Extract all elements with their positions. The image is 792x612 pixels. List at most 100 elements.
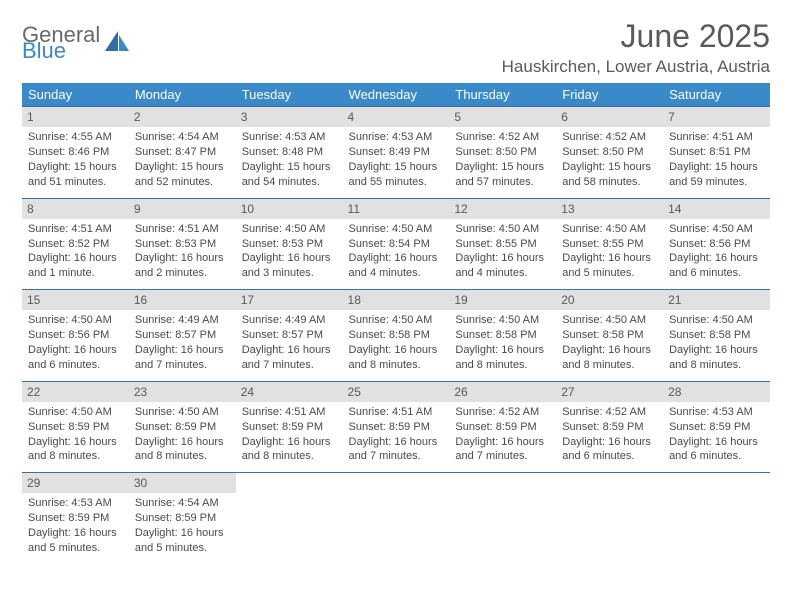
day-number: 21 xyxy=(663,290,770,310)
daylight-text: Daylight: 16 hours xyxy=(28,526,123,541)
daylight-text-2: and 8 minutes. xyxy=(562,358,657,373)
sunset-text: Sunset: 8:57 PM xyxy=(135,328,230,343)
week-row: 8Sunrise: 4:51 AMSunset: 8:52 PMDaylight… xyxy=(22,198,770,290)
sunrise-text: Sunrise: 4:51 AM xyxy=(349,405,444,420)
day-cell: 12Sunrise: 4:50 AMSunset: 8:55 PMDayligh… xyxy=(449,198,556,290)
sunrise-text: Sunrise: 4:50 AM xyxy=(455,313,550,328)
sunrise-text: Sunrise: 4:50 AM xyxy=(562,222,657,237)
sunset-text: Sunset: 8:56 PM xyxy=(669,237,764,252)
daylight-text: Daylight: 16 hours xyxy=(562,343,657,358)
week-row: 1Sunrise: 4:55 AMSunset: 8:46 PMDaylight… xyxy=(22,107,770,199)
day-number: 27 xyxy=(556,382,663,402)
sunrise-text: Sunrise: 4:50 AM xyxy=(669,222,764,237)
day-cell: 29Sunrise: 4:53 AMSunset: 8:59 PMDayligh… xyxy=(22,473,129,564)
daylight-text: Daylight: 15 hours xyxy=(242,160,337,175)
sunset-text: Sunset: 8:59 PM xyxy=(455,420,550,435)
sunset-text: Sunset: 8:50 PM xyxy=(562,145,657,160)
daylight-text-2: and 7 minutes. xyxy=(242,358,337,373)
daylight-text-2: and 57 minutes. xyxy=(455,175,550,190)
daylight-text: Daylight: 16 hours xyxy=(349,435,444,450)
sunrise-text: Sunrise: 4:52 AM xyxy=(455,130,550,145)
day-number: 25 xyxy=(343,382,450,402)
daylight-text-2: and 5 minutes. xyxy=(562,266,657,281)
daylight-text: Daylight: 16 hours xyxy=(455,343,550,358)
day-number: 20 xyxy=(556,290,663,310)
day-cell: 18Sunrise: 4:50 AMSunset: 8:58 PMDayligh… xyxy=(343,290,450,382)
day-number: 19 xyxy=(449,290,556,310)
logo: General Blue xyxy=(22,24,131,62)
day-header-sunday: Sunday xyxy=(22,83,129,107)
day-number: 26 xyxy=(449,382,556,402)
day-cell: 14 Sunrise: 4:50 AMSunset: 8:56 PMDayligh… xyxy=(663,198,770,290)
sunset-text: Sunset: 8:57 PM xyxy=(242,328,337,343)
daylight-text: Daylight: 16 hours xyxy=(669,251,764,266)
daylight-text: Daylight: 15 hours xyxy=(28,160,123,175)
sunrise-text: Sunrise: 4:49 AM xyxy=(135,313,230,328)
daylight-text: Daylight: 15 hours xyxy=(455,160,550,175)
sunset-text: Sunset: 8:59 PM xyxy=(349,420,444,435)
daylight-text: Daylight: 16 hours xyxy=(562,251,657,266)
sunset-text: Sunset: 8:59 PM xyxy=(28,420,123,435)
header: General Blue June 2025 Hauskirchen, Lowe… xyxy=(22,18,770,77)
sunset-text: Sunset: 8:56 PM xyxy=(28,328,123,343)
day-number: 5 xyxy=(449,107,556,127)
sunrise-text: Sunrise: 4:52 AM xyxy=(562,405,657,420)
daylight-text-2: and 58 minutes. xyxy=(562,175,657,190)
day-cell: 25 Sunrise: 4:51 AMSunset: 8:59 PMDayligh… xyxy=(343,381,450,473)
daylight-text: Daylight: 16 hours xyxy=(135,526,230,541)
sunrise-text: Sunrise: 4:53 AM xyxy=(28,496,123,511)
sunset-text: Sunset: 8:48 PM xyxy=(242,145,337,160)
day-number: 23 xyxy=(129,382,236,402)
sunrise-text: Sunrise: 4:50 AM xyxy=(349,313,444,328)
day-number: 11 xyxy=(343,199,450,219)
day-cell: 13Sunrise: 4:50 AMSunset: 8:55 PMDayligh… xyxy=(556,198,663,290)
daylight-text-2: and 51 minutes. xyxy=(28,175,123,190)
day-header-saturday: Saturday xyxy=(663,83,770,107)
day-number: 29 xyxy=(22,473,129,493)
daylight-text: Daylight: 16 hours xyxy=(135,251,230,266)
daylight-text-2: and 8 minutes. xyxy=(669,358,764,373)
day-cell: 7Sunrise: 4:51 AMSunset: 8:51 PMDaylight… xyxy=(663,107,770,199)
daylight-text-2: and 8 minutes. xyxy=(455,358,550,373)
week-row: 22Sunrise: 4:50 AMSunset: 8:59 PMDayligh… xyxy=(22,381,770,473)
day-cell xyxy=(663,473,770,564)
sunrise-text: Sunrise: 4:49 AM xyxy=(242,313,337,328)
day-number: 7 xyxy=(663,107,770,127)
day-header-monday: Monday xyxy=(129,83,236,107)
daylight-text: Daylight: 16 hours xyxy=(28,251,123,266)
sail-icon xyxy=(105,31,131,58)
daylight-text: Daylight: 15 hours xyxy=(349,160,444,175)
daylight-text: Daylight: 15 hours xyxy=(135,160,230,175)
day-cell: 3Sunrise: 4:53 AMSunset: 8:48 PMDaylight… xyxy=(236,107,343,199)
daylight-text: Daylight: 16 hours xyxy=(562,435,657,450)
day-number: 9 xyxy=(129,199,236,219)
day-cell: 9Sunrise: 4:51 AMSunset: 8:53 PMDaylight… xyxy=(129,198,236,290)
daylight-text-2: and 6 minutes. xyxy=(562,449,657,464)
calendar-table: Sunday Monday Tuesday Wednesday Thursday… xyxy=(22,83,770,564)
daylight-text-2: and 7 minutes. xyxy=(135,358,230,373)
sunset-text: Sunset: 8:59 PM xyxy=(562,420,657,435)
day-cell: 11Sunrise: 4:50 AMSunset: 8:54 PMDayligh… xyxy=(343,198,450,290)
sunrise-text: Sunrise: 4:50 AM xyxy=(135,405,230,420)
sunset-text: Sunset: 8:54 PM xyxy=(349,237,444,252)
daylight-text: Daylight: 16 hours xyxy=(455,251,550,266)
day-number: 22 xyxy=(22,382,129,402)
sunrise-text: Sunrise: 4:52 AM xyxy=(455,405,550,420)
daylight-text: Daylight: 15 hours xyxy=(669,160,764,175)
day-cell: 4Sunrise: 4:53 AMSunset: 8:49 PMDaylight… xyxy=(343,107,450,199)
sunset-text: Sunset: 8:58 PM xyxy=(562,328,657,343)
sunrise-text: Sunrise: 4:53 AM xyxy=(669,405,764,420)
week-row: 29Sunrise: 4:53 AMSunset: 8:59 PMDayligh… xyxy=(22,473,770,564)
sunset-text: Sunset: 8:59 PM xyxy=(135,420,230,435)
day-cell: 27 Sunrise: 4:52 AMSunset: 8:59 PMDayligh… xyxy=(556,381,663,473)
sunset-text: Sunset: 8:58 PM xyxy=(349,328,444,343)
day-number: 14 xyxy=(663,199,770,219)
day-cell: 10Sunrise: 4:50 AMSunset: 8:53 PMDayligh… xyxy=(236,198,343,290)
day-cell: 5Sunrise: 4:52 AMSunset: 8:50 PMDaylight… xyxy=(449,107,556,199)
sunrise-text: Sunrise: 4:51 AM xyxy=(242,405,337,420)
day-cell: 20Sunrise: 4:50 AMSunset: 8:58 PMDayligh… xyxy=(556,290,663,382)
day-cell xyxy=(343,473,450,564)
sunset-text: Sunset: 8:46 PM xyxy=(28,145,123,160)
daylight-text-2: and 8 minutes. xyxy=(28,449,123,464)
daylight-text: Daylight: 16 hours xyxy=(455,435,550,450)
